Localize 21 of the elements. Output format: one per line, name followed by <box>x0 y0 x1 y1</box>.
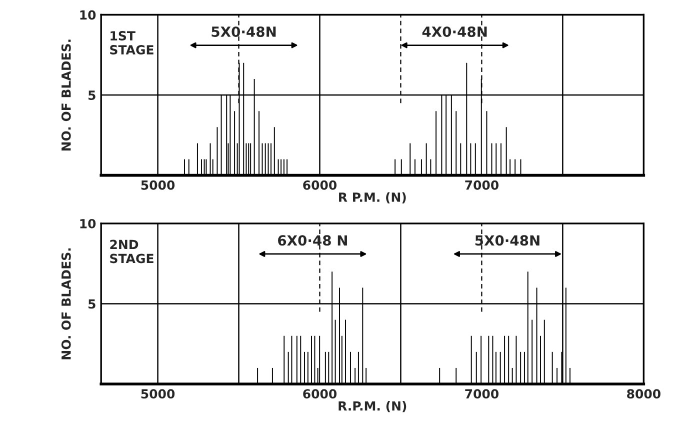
annotation: 6X0·48 N <box>278 235 347 246</box>
x-tick-label: 6000 <box>303 389 337 399</box>
x-axis-title: R.P.M. (N) <box>338 400 406 412</box>
y-tick-label: 5 <box>88 299 96 309</box>
y-tick-label: 10 <box>80 218 96 228</box>
y-tick-label: 10 <box>80 10 96 20</box>
annotation: 1ST STAGE <box>110 31 154 54</box>
x-tick-label: 7000 <box>465 180 499 190</box>
x-axis-title: R P.M. (N) <box>339 192 406 204</box>
x-tick-label: 5000 <box>141 180 175 190</box>
annotation: 4X0·48N <box>422 26 487 37</box>
annotation: 5X0·48N <box>475 235 540 246</box>
x-tick-label: 7000 <box>465 389 499 399</box>
y-axis-title: NO. OF BLADES. <box>61 248 71 360</box>
y-axis-title: NO. OF BLADES. <box>61 40 71 151</box>
x-tick-label: 8000 <box>627 389 660 399</box>
y-tick-label: 5 <box>88 90 96 100</box>
annotation: 2ND STAGE <box>110 240 154 264</box>
annotation: 5X0·48N <box>212 26 276 37</box>
x-tick-label: 5000 <box>141 389 175 399</box>
x-tick-label: 6000 <box>303 180 337 190</box>
